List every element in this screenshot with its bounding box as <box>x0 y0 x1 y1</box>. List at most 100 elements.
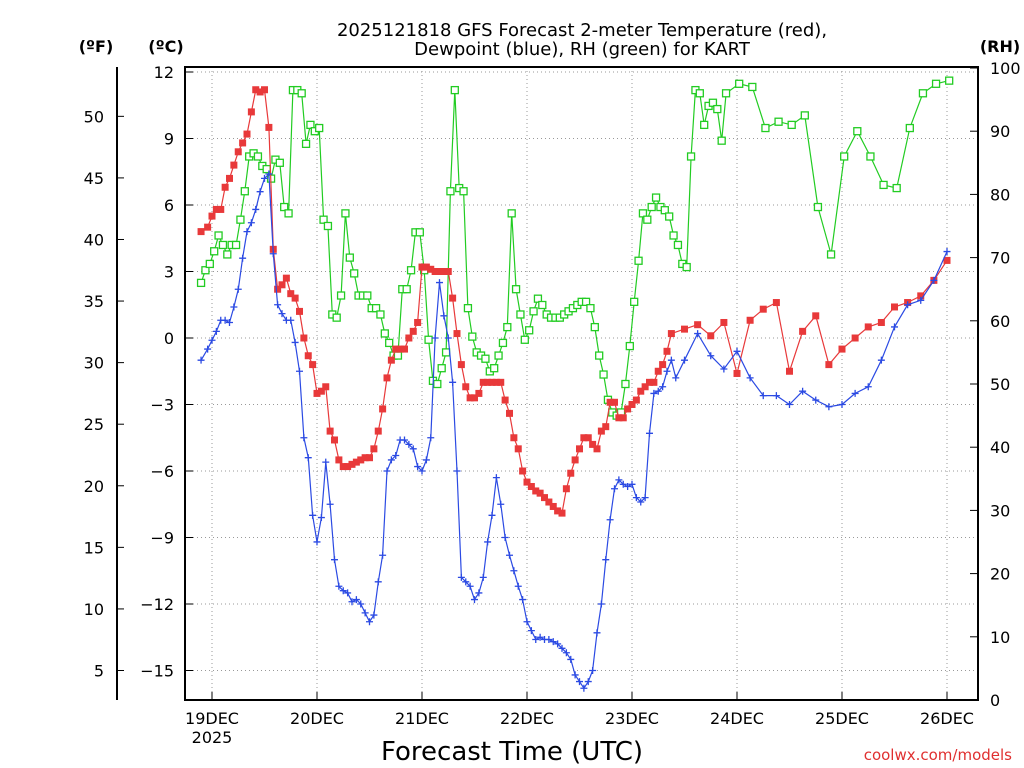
temperature-point <box>344 463 352 471</box>
fahrenheit-tick-label: 35 <box>84 292 104 311</box>
rh-point <box>236 215 245 224</box>
dewpoint-point <box>457 573 465 581</box>
dewpoint-point <box>348 598 356 606</box>
dewpoint-point <box>418 467 426 475</box>
dewpoint-point <box>322 458 330 466</box>
temperature-point <box>274 285 282 293</box>
dewpoint-point <box>230 303 238 311</box>
rh-point <box>787 120 796 130</box>
rh-point <box>826 250 836 259</box>
dewpoint-point <box>339 587 347 595</box>
dewpoint-point <box>335 582 343 590</box>
rh-point <box>201 266 210 275</box>
fahrenheit-unit-label: (ºF) <box>79 37 114 56</box>
chart-title-line-1: 2025121818 GFS Forecast 2-meter Temperat… <box>337 20 827 41</box>
rh-point <box>218 240 228 250</box>
dewpoint-point <box>291 338 299 346</box>
dewpoint-point <box>812 396 820 404</box>
rh-point <box>481 354 490 363</box>
dewpoint-point <box>549 638 557 646</box>
temperature-point <box>287 290 295 298</box>
rh-point <box>363 291 372 300</box>
temperature-point <box>282 274 290 282</box>
temperature-point <box>252 86 260 94</box>
temperature-point <box>825 361 833 369</box>
dewpoint-point <box>331 556 338 564</box>
dewpoint-point <box>943 248 951 256</box>
temperature-point <box>554 507 562 515</box>
dewpoint-point <box>374 578 382 586</box>
dewpoint-point <box>694 330 702 338</box>
dewpoint-point <box>409 445 417 453</box>
dewpoint-point <box>554 640 562 648</box>
temperature-point <box>370 445 378 453</box>
temperature-point <box>291 294 299 302</box>
temperature-point <box>786 367 793 375</box>
temperature-point <box>877 318 885 326</box>
temperature-point <box>239 139 247 147</box>
rh-point <box>538 300 547 310</box>
rh-point <box>630 297 639 306</box>
temperature-point <box>339 463 347 471</box>
temperature-point <box>322 383 330 391</box>
rh-point <box>813 202 823 212</box>
temperature-point <box>519 467 527 475</box>
rh-point <box>415 228 424 237</box>
temperature-point <box>891 303 898 311</box>
rh-tick-label: 100 <box>990 59 1021 78</box>
dewpoint-point <box>799 387 807 395</box>
rh-tick-label: 0 <box>990 691 1000 710</box>
rh-point <box>761 123 770 133</box>
credit-text: coolwx.com/models <box>864 746 1012 764</box>
fahrenheit-tick-label: 15 <box>84 538 104 557</box>
temperature-point <box>523 478 531 486</box>
rh-point <box>669 231 678 240</box>
rh-point <box>660 206 669 215</box>
dewpoint-point <box>624 483 632 491</box>
rh-point <box>371 304 381 313</box>
dewpoint-point <box>366 618 373 626</box>
rh-point <box>323 221 333 231</box>
series-layer <box>196 76 954 692</box>
rh-point <box>341 209 350 218</box>
temperature-point <box>541 494 548 502</box>
dewpoint-point <box>759 392 767 400</box>
dewpoint-point <box>514 582 522 590</box>
dewpoint-point <box>602 556 610 564</box>
dewpoint-point <box>641 494 649 502</box>
rh-point <box>446 187 455 196</box>
dewpoint-point <box>733 347 741 355</box>
dewpoint-point <box>772 392 780 400</box>
temperature-point <box>374 427 382 435</box>
dewpoint-point <box>659 383 667 391</box>
temperature-point <box>475 389 483 397</box>
dewpoint-point <box>269 250 277 258</box>
temperature-point <box>812 312 820 320</box>
temperature-point <box>326 427 334 435</box>
dewpoint-point <box>519 596 527 604</box>
temperature-point <box>589 440 597 448</box>
dewpoint-point <box>891 323 898 331</box>
rh-point <box>721 89 731 98</box>
temperature-point <box>431 268 439 275</box>
rh-point <box>647 202 656 212</box>
rh-point <box>441 348 451 357</box>
rh-point <box>581 297 591 306</box>
dewpoint-point <box>344 589 352 597</box>
rh-point <box>275 158 284 167</box>
rh-point <box>586 304 595 313</box>
temperature-point <box>226 174 233 182</box>
dewpoint-point <box>558 644 566 652</box>
rh-point <box>402 285 411 294</box>
temperature-point <box>943 256 951 264</box>
dewpoint-point <box>287 316 295 324</box>
rh-point <box>748 82 757 92</box>
temperature-point <box>663 347 671 355</box>
dewpoint-point <box>352 596 360 604</box>
temperature-point <box>759 305 767 313</box>
rh-tick-label: 90 <box>990 122 1010 141</box>
temperature-point <box>567 469 575 477</box>
dewpoint-point <box>571 671 579 679</box>
dewpoint-point <box>632 494 640 502</box>
x-tick-label: 26DEC <box>920 709 974 728</box>
